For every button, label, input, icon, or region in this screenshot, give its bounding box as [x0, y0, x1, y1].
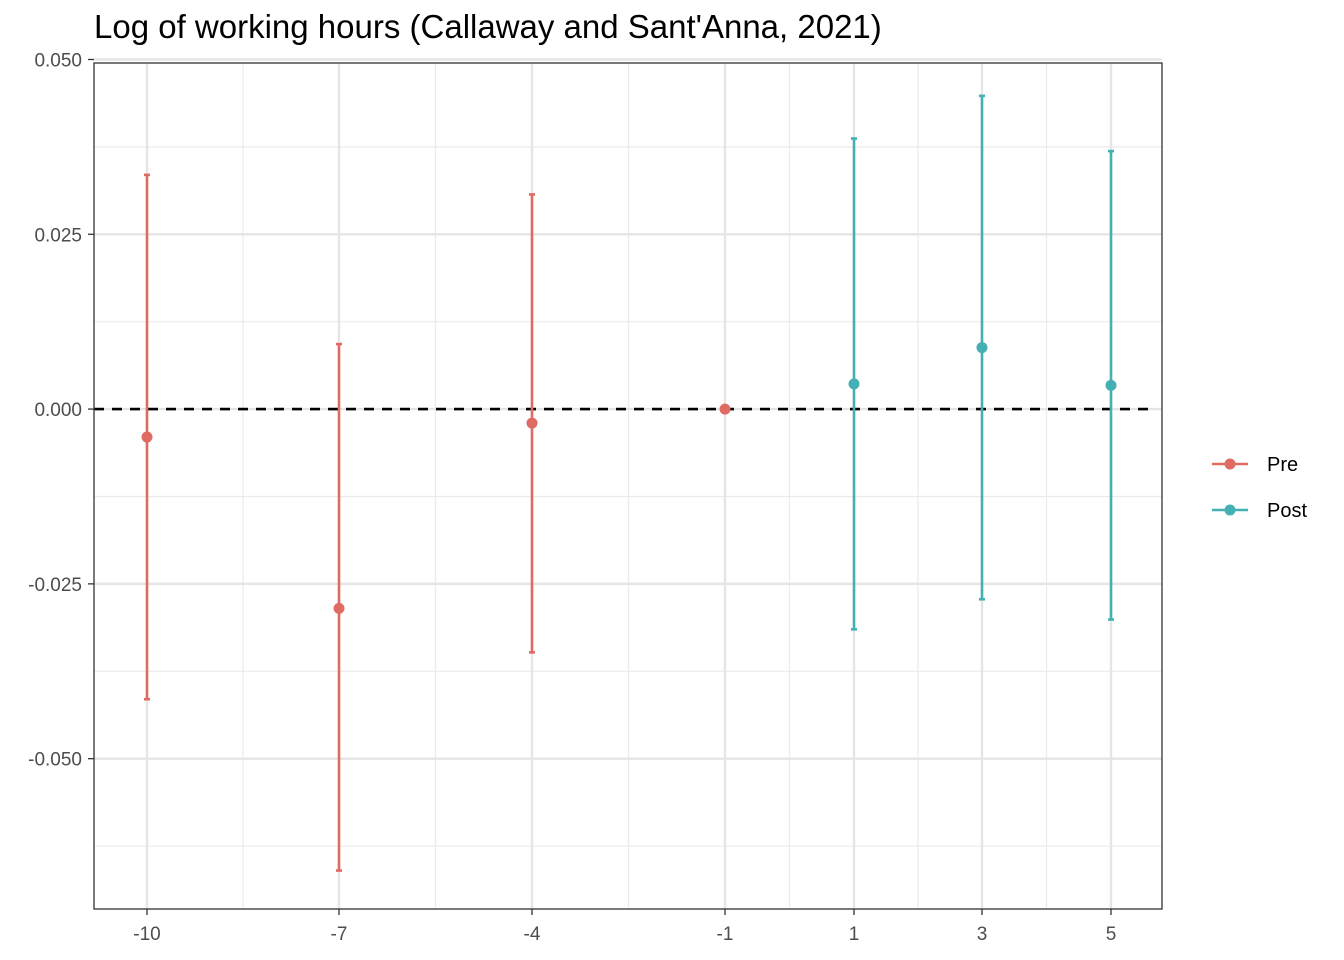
panel-border: [93, 62, 1163, 910]
point-pre: [719, 403, 731, 415]
point-post: [848, 378, 860, 390]
x-tick-label: -4: [524, 924, 541, 945]
legend-key-point: [1224, 458, 1236, 470]
point-pre: [141, 431, 153, 443]
y-tick-label: -0.050: [28, 750, 82, 771]
point-post: [976, 342, 988, 354]
point-pre: [333, 602, 345, 614]
legend-key-point: [1224, 504, 1236, 516]
point-post: [1105, 379, 1117, 391]
x-tick-label: -10: [133, 924, 160, 945]
data-points: [141, 342, 1117, 614]
x-tick-label: 5: [1106, 924, 1117, 945]
x-tick-label: 1: [849, 924, 860, 945]
x-axis: -10 -7 -4 -1 1 3 5: [133, 909, 1116, 945]
chart-title: Log of working hours (Callaway and Sant'…: [94, 8, 882, 45]
legend-label-post: Post: [1267, 500, 1307, 522]
legend: Pre Post: [1212, 454, 1307, 522]
y-tick-label: 0.000: [34, 400, 82, 421]
y-axis: 0.050 0.025 0.000 -0.025 -0.050: [28, 51, 94, 771]
x-tick-label: 3: [977, 924, 988, 945]
x-tick-label: -7: [331, 924, 348, 945]
x-tick-label: -1: [717, 924, 734, 945]
y-tick-label: 0.050: [34, 51, 82, 72]
y-tick-label: -0.025: [28, 575, 82, 596]
point-pre: [526, 417, 538, 429]
legend-label-pre: Pre: [1267, 454, 1298, 476]
panel-border-rect: [93, 62, 1163, 910]
y-tick-label: 0.025: [34, 225, 82, 246]
